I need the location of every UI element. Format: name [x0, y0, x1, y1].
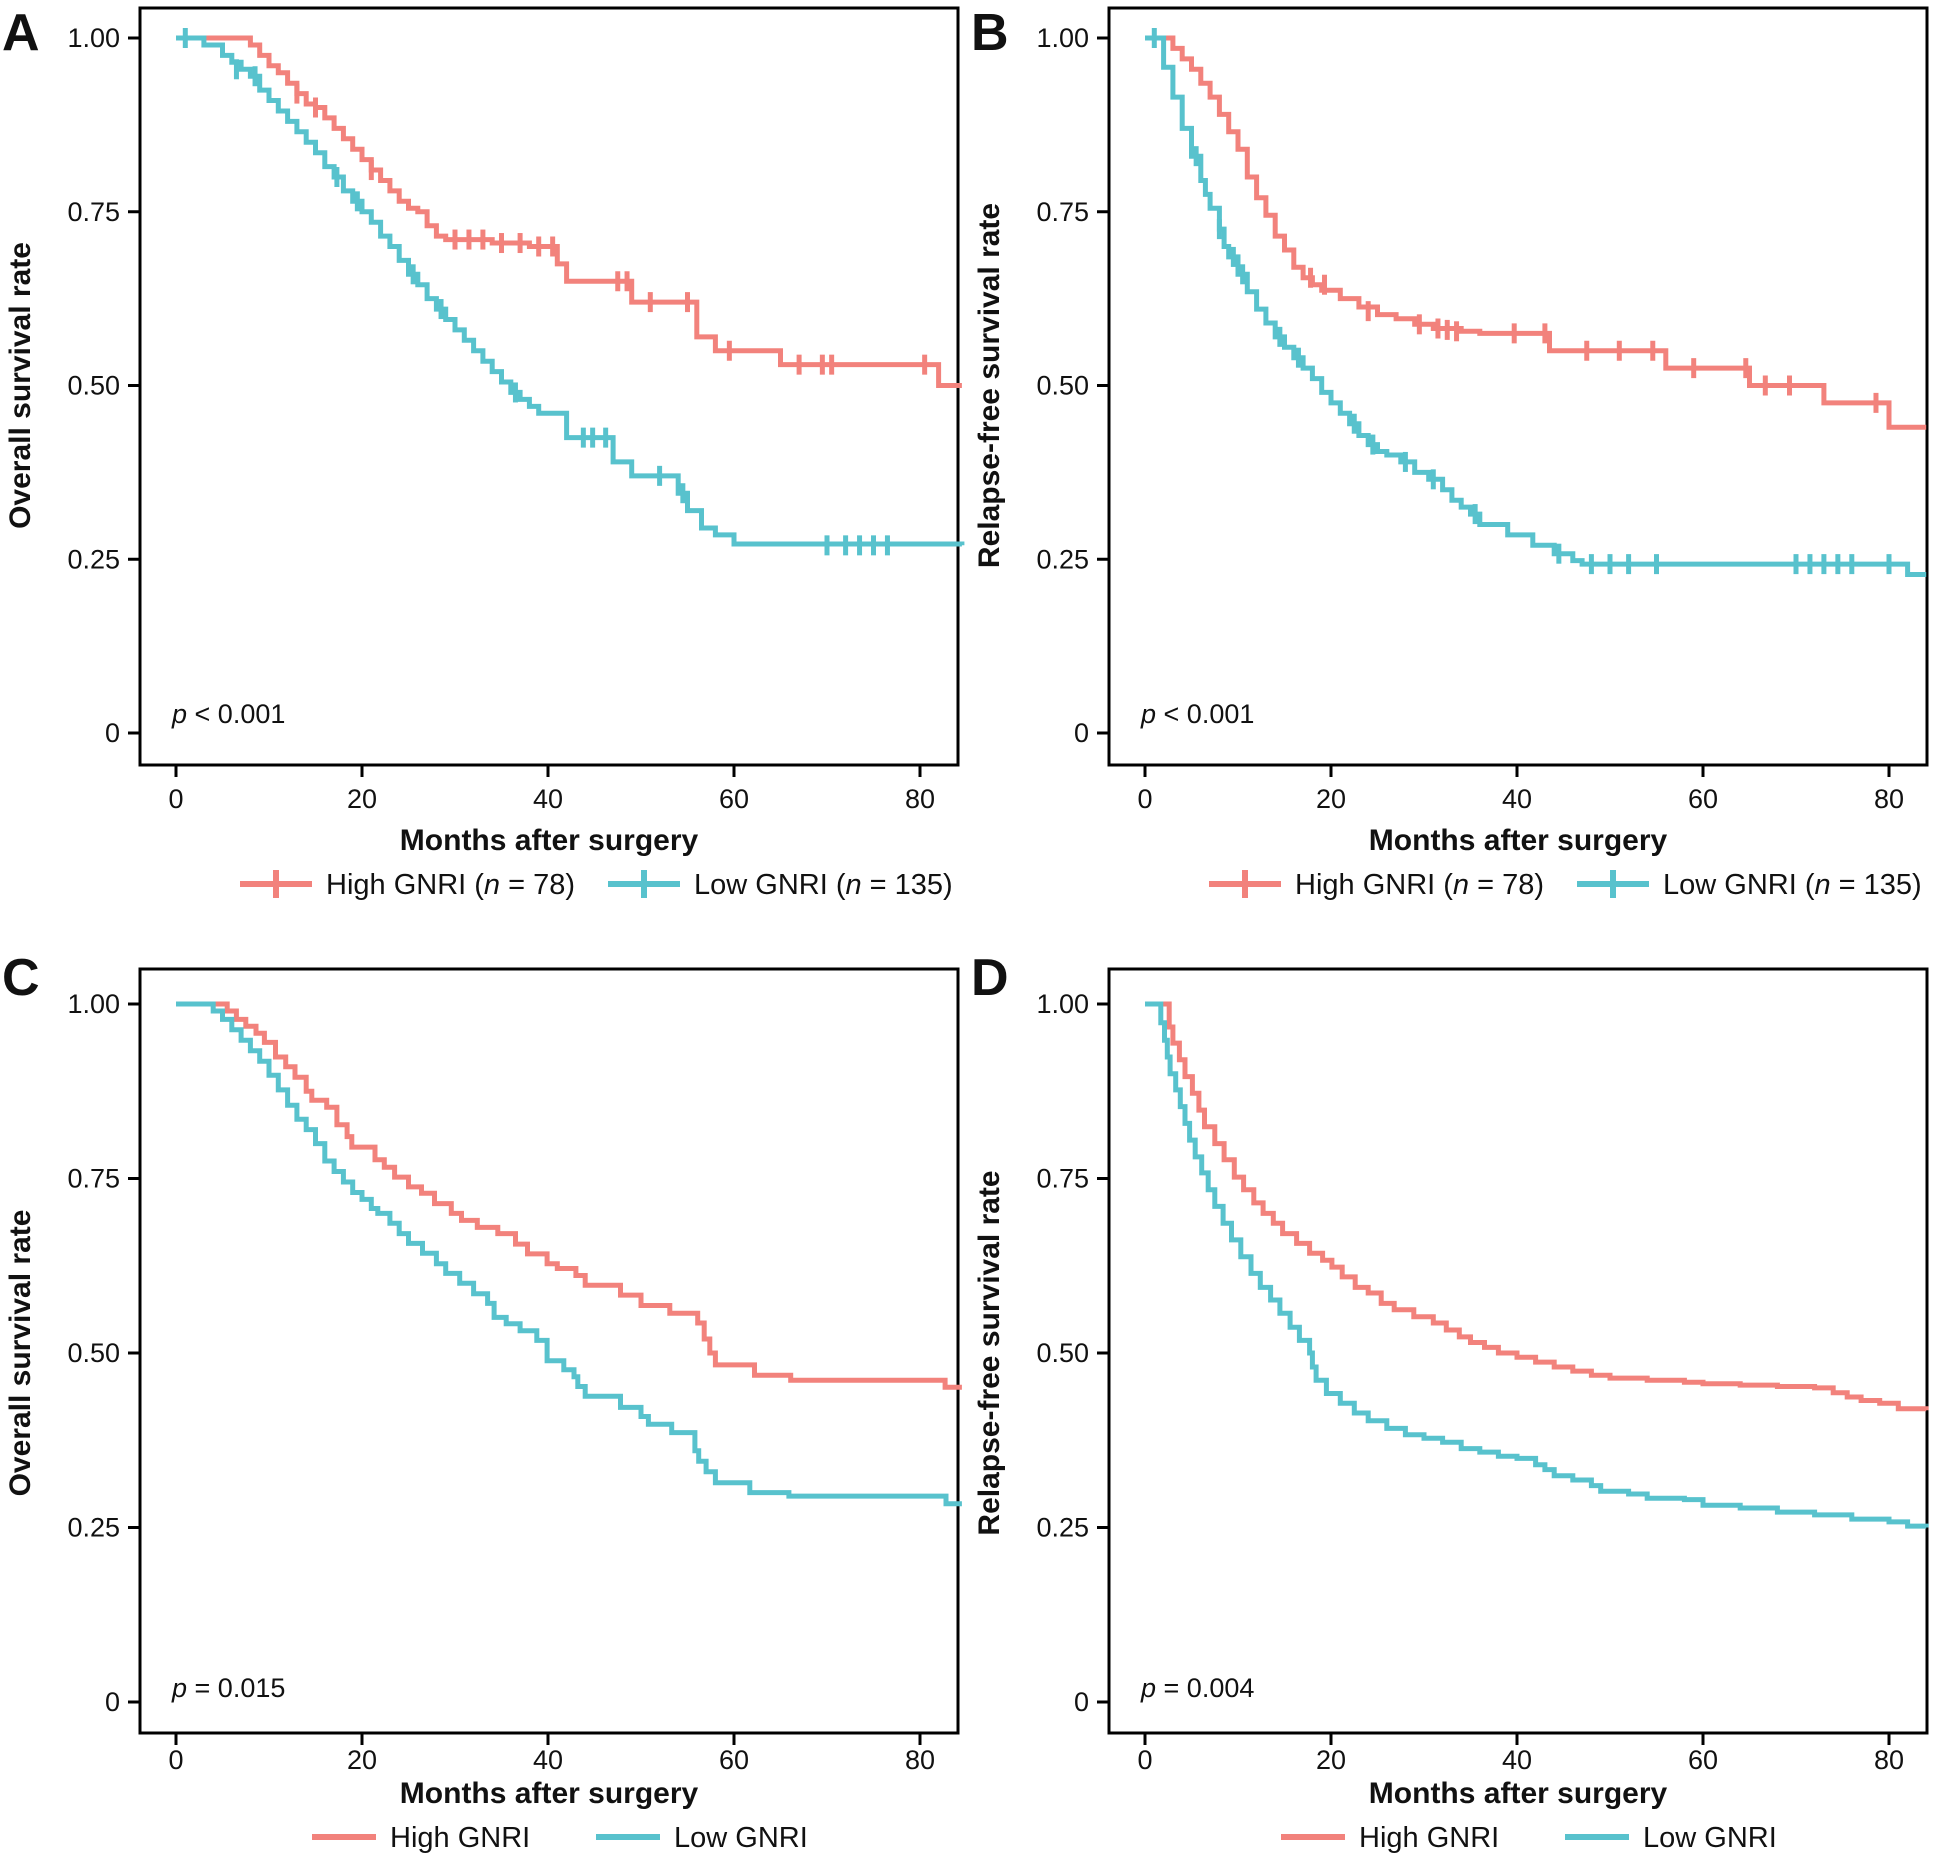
km-plot-b: B Relapse-free survival rate 1.00 0.75 0.5… [971, 4, 1929, 901]
y-tick-label: 0.25 [1036, 544, 1089, 574]
km-plot-d: D Relapse-free survival rate 1.00 0.75 0.5… [971, 949, 1929, 1854]
km-curve-low [176, 35, 965, 547]
survival-curves [1145, 1001, 1929, 1529]
legend-label-low: Low GNRI (n = 135) [694, 869, 953, 901]
x-tick-label: 20 [347, 1745, 377, 1775]
x-tick-label: 80 [1874, 784, 1904, 814]
x-tick-label: 40 [533, 784, 563, 814]
km-plot-a: A Overall survival rate 1.00 0.75 0.50 0.25… [2, 4, 965, 901]
y-tick-label: 1.00 [67, 989, 120, 1019]
legend-label-low: Low GNRI [1643, 1822, 1777, 1854]
legend: High GNRI Low GNRI [1281, 1822, 1777, 1854]
x-tick-label: 0 [1137, 1745, 1152, 1775]
p-value: p = 0.015 [171, 1673, 285, 1703]
x-tick-label: 40 [1502, 1745, 1532, 1775]
x-tick-label: 40 [1502, 784, 1532, 814]
legend-label-high: High GNRI (n = 78) [326, 869, 575, 901]
y-tick-label: 1.00 [1036, 23, 1089, 53]
axes: 1.00 0.75 0.50 0.25 0 0 20 40 60 80 [1036, 967, 1929, 1775]
km-curve-high [176, 1001, 962, 1390]
panel-label: C [2, 949, 40, 1007]
x-tick-label: 60 [1688, 784, 1718, 814]
y-axis-title: Overall survival rate [4, 1210, 37, 1497]
legend-label-low: Low GNRI [674, 1822, 808, 1854]
axes: 1.00 0.75 0.50 0.25 0 0 20 40 60 80 [67, 967, 960, 1775]
y-axis-title: Relapse-free survival rate [973, 1170, 1006, 1535]
legend-label-high: High GNRI [1359, 1822, 1499, 1854]
legend-label-high: High GNRI (n = 78) [1295, 869, 1544, 901]
x-tick-label: 60 [719, 1745, 749, 1775]
y-tick-label: 0.25 [67, 1513, 120, 1543]
x-tick-label: 80 [905, 1745, 935, 1775]
panel-c: C Overall survival rate 1.00 0.75 0.50 0.25… [0, 931, 968, 1861]
panel-label: A [2, 4, 40, 62]
survival-curves [1145, 28, 1927, 577]
y-tick-label: 0.75 [67, 197, 120, 227]
y-tick-label: 0 [105, 718, 120, 748]
y-tick-label: 0.50 [1036, 1338, 1089, 1368]
x-tick-label: 0 [1137, 784, 1152, 814]
x-tick-label: 40 [533, 1745, 563, 1775]
legend: High GNRI Low GNRI [312, 1822, 808, 1854]
y-tick-label: 1.00 [1036, 989, 1089, 1019]
legend: High GNRI (n = 78) Low GNRI (n = 135) [240, 869, 953, 901]
y-axis-title: Overall survival rate [4, 242, 37, 529]
panel-d: D Relapse-free survival rate 1.00 0.75 0.5… [969, 931, 1937, 1861]
x-tick-label: 0 [168, 784, 183, 814]
y-tick-label: 0.25 [1036, 1513, 1089, 1543]
km-curve-low [1145, 1001, 1929, 1529]
legend-label-low: Low GNRI (n = 135) [1663, 869, 1922, 901]
y-tick-label: 0.50 [67, 371, 120, 401]
km-plot-c: C Overall survival rate 1.00 0.75 0.50 0.25… [2, 949, 962, 1854]
km-curve-high [1145, 35, 1927, 430]
y-tick-label: 0 [1074, 1687, 1089, 1717]
x-tick-label: 60 [1688, 1745, 1718, 1775]
axes: 1.00 0.75 0.50 0.25 0 0 20 40 60 80 [67, 6, 960, 814]
y-tick-label: 0.75 [1036, 1164, 1089, 1194]
y-tick-label: 0 [1074, 718, 1089, 748]
y-tick-label: 0.50 [1036, 371, 1089, 401]
x-tick-label: 20 [347, 784, 377, 814]
x-axis-title: Months after surgery [400, 1777, 699, 1810]
km-curve-low [176, 1001, 962, 1507]
x-tick-label: 0 [168, 1745, 183, 1775]
survival-curves [176, 1001, 962, 1507]
x-axis-title: Months after surgery [1369, 1777, 1668, 1810]
p-value: p < 0.001 [1140, 699, 1254, 729]
legend-label-high: High GNRI [390, 1822, 530, 1854]
y-tick-label: 0.75 [1036, 197, 1089, 227]
x-tick-label: 20 [1316, 1745, 1346, 1775]
km-curve-high [176, 35, 962, 388]
p-value: p = 0.004 [1140, 1673, 1254, 1703]
panel-label: B [971, 4, 1009, 62]
axes: 1.00 0.75 0.50 0.25 0 0 20 40 60 80 [1036, 6, 1929, 814]
x-axis-title: Months after surgery [1369, 824, 1668, 857]
x-tick-label: 80 [1874, 1745, 1904, 1775]
y-tick-label: 0.50 [67, 1338, 120, 1368]
y-tick-label: 0.25 [67, 544, 120, 574]
p-value: p < 0.001 [171, 699, 285, 729]
panel-label: D [971, 949, 1009, 1007]
x-tick-label: 60 [719, 784, 749, 814]
panel-a: A Overall survival rate 1.00 0.75 0.50 0.25… [0, 0, 968, 930]
legend: High GNRI (n = 78) Low GNRI (n = 135) [1209, 869, 1922, 901]
y-tick-label: 0 [105, 1687, 120, 1717]
survival-curves [176, 28, 965, 556]
panel-b: B Relapse-free survival rate 1.00 0.75 0.5… [969, 0, 1937, 930]
y-tick-label: 0.75 [67, 1164, 120, 1194]
x-tick-label: 20 [1316, 784, 1346, 814]
y-axis-title: Relapse-free survival rate [973, 203, 1006, 568]
km-curve-low [1145, 35, 1927, 577]
x-tick-label: 80 [905, 784, 935, 814]
y-tick-label: 1.00 [67, 23, 120, 53]
km-curve-high [1145, 1001, 1929, 1412]
x-axis-title: Months after surgery [400, 824, 699, 857]
